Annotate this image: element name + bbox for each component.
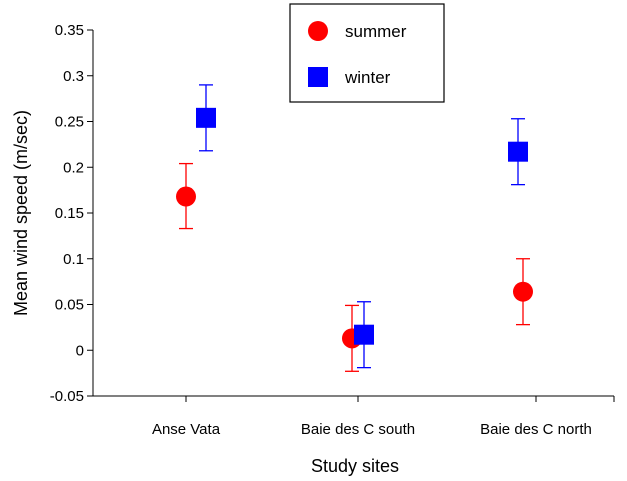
y-tick-label: 0.1 — [63, 251, 84, 268]
series-winter — [196, 84, 528, 369]
y-tick-label: 0.35 — [55, 22, 84, 39]
x-axis-title: Study sites — [311, 456, 399, 476]
legend-box — [289, 3, 445, 103]
data-point-summer — [176, 186, 196, 207]
y-tick-label: -0.05 — [50, 388, 84, 405]
y-tick-label: 0.3 — [63, 68, 84, 85]
data-point-winter — [196, 107, 216, 128]
data-point-summer — [513, 281, 533, 302]
legend: summer winter — [289, 3, 445, 103]
data-point-winter — [354, 324, 374, 345]
y-tick-label: 0 — [76, 342, 84, 359]
series-layer — [176, 84, 533, 372]
legend-summer-marker — [308, 21, 328, 41]
legend-winter-marker — [308, 67, 328, 87]
x-ticks: Anse Vata Baie des C south Baie des C nort… — [152, 396, 615, 438]
y-ticks: -0.05 0 0.05 0.1 0.15 0.2 0.25 0.3 0.35 — [50, 22, 93, 405]
x-category-label: Baie des C north — [480, 421, 592, 438]
data-point-winter — [508, 141, 528, 162]
legend-winter-label: winter — [344, 68, 391, 87]
y-tick-label: 0.2 — [63, 159, 84, 176]
x-category-label: Anse Vata — [152, 421, 221, 438]
y-axis-title: Mean wind speed (m/sec) — [11, 110, 31, 316]
x-category-label: Baie des C south — [301, 421, 415, 438]
y-tick-label: 0.15 — [55, 205, 84, 222]
y-tick-label: 0.05 — [55, 297, 84, 314]
y-tick-label: 0.25 — [55, 114, 84, 131]
legend-summer-label: summer — [345, 22, 407, 41]
